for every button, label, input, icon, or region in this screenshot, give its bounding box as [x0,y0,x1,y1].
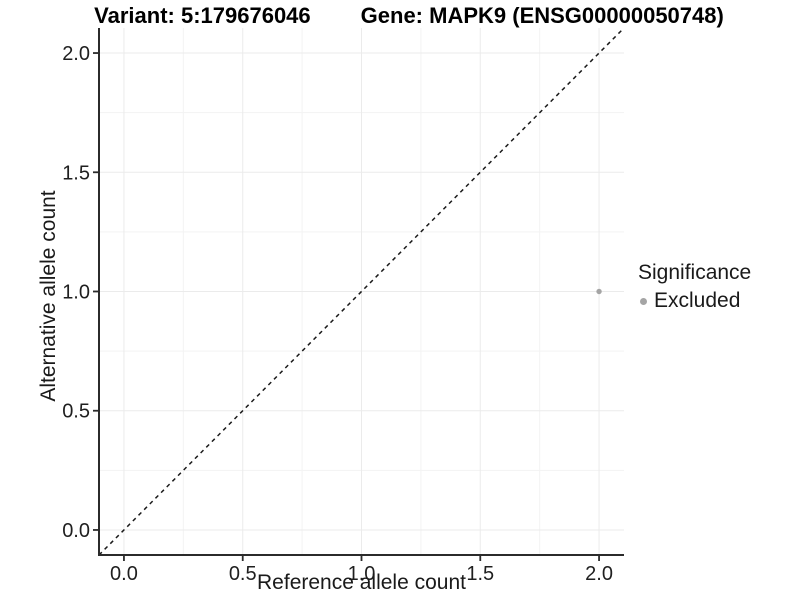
legend-entry-label: Excluded [654,289,741,312]
legend-point-icon [639,297,647,305]
y-tick-label: 0.5 [62,401,90,423]
y-axis-title: Alternative allele count [37,190,60,402]
x-tick-label: 0.5 [229,563,257,585]
legend-entry-excluded: Excluded [636,289,751,313]
x-axis-title: Reference allele count [257,571,466,594]
legend-key [636,294,650,308]
y-tick-label: 1.5 [62,162,90,184]
x-tick-label: 1.0 [348,563,376,585]
plot-title: Variant: 5:179676046 Gene: MAPK9 (ENSG00… [0,3,800,29]
identity-reference-line [98,27,625,556]
y-tick-label: 0.0 [62,520,90,542]
plot-title-gene: Gene: MAPK9 (ENSG00000050748) [360,3,724,28]
x-tick-label: 0.0 [110,563,138,585]
data-point [596,288,602,295]
plot-title-variant: Variant: 5:179676046 [94,3,311,28]
legend: Significance Excluded [636,261,751,313]
y-tick-label: 1.0 [62,282,90,304]
x-tick-label: 1.5 [466,563,494,585]
y-tick-label: 2.0 [62,43,90,65]
legend-title: Significance [638,261,752,284]
x-tick-label: 2.0 [585,563,613,585]
